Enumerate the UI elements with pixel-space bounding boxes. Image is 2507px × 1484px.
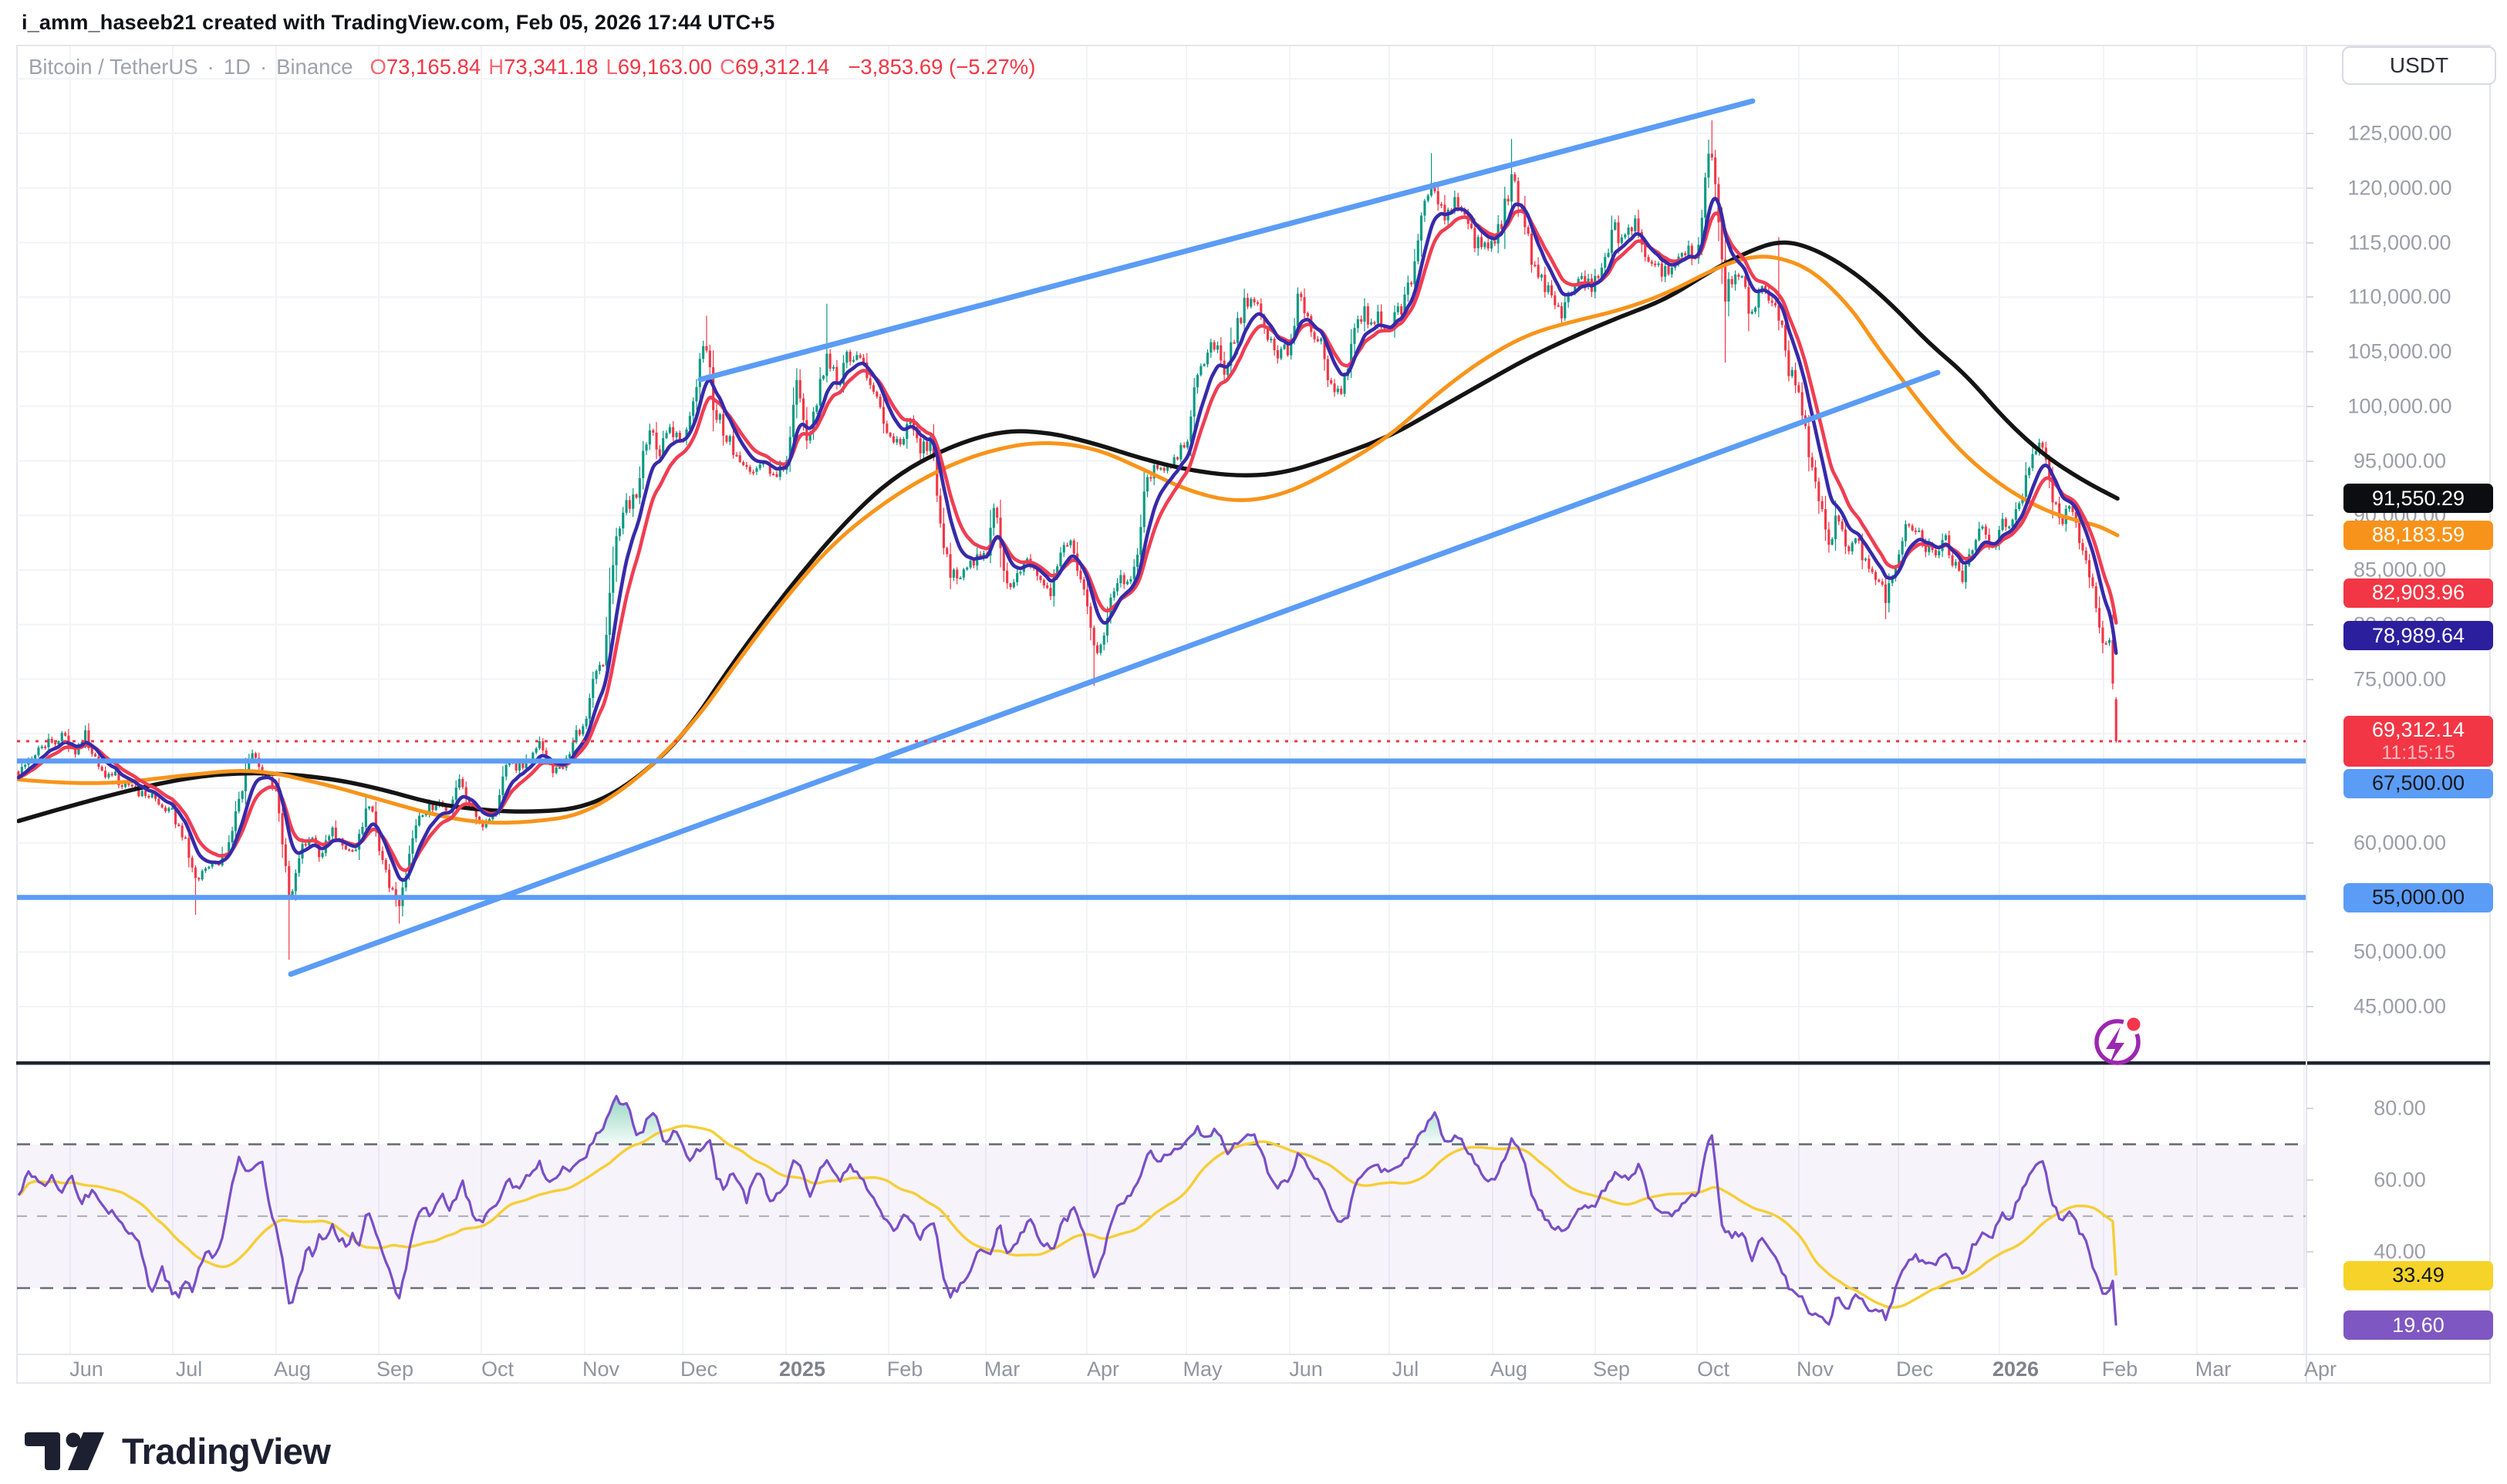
flash-events-button[interactable]	[2094, 1014, 2144, 1065]
rsi-tick: 40.00	[2374, 1239, 2426, 1263]
separator-dot: ·	[259, 55, 268, 79]
month-label: Apr	[2303, 1358, 2337, 1381]
price-tick: 85,000.00	[2353, 558, 2447, 582]
month-label: Feb	[2101, 1358, 2138, 1381]
price-tick: 45,000.00	[2353, 994, 2447, 1018]
drawn-lines[interactable]	[17, 98, 2306, 977]
price-tick: 115,000.00	[2348, 231, 2451, 254]
rsi-pane	[17, 1094, 2306, 1326]
rsi-tick: 60.00	[2374, 1168, 2426, 1192]
year-label: 2026	[1992, 1358, 2040, 1381]
month-label: Mar	[984, 1358, 1021, 1381]
price-label-badge: 55,000.00	[2343, 882, 2493, 912]
price-tick: 75,000.00	[2353, 667, 2447, 690]
ohlc-values: O73,165.84 H73,341.18 L69,163.00 C69,312.14	[363, 55, 830, 79]
year-label: 2025	[778, 1358, 826, 1381]
tradingview-logo-icon	[25, 1432, 104, 1470]
month-label: Mar	[2195, 1358, 2232, 1381]
price-label-badge: 67,500.00	[2343, 769, 2493, 798]
exchange-label: Binance	[276, 55, 353, 79]
price-label-badge: 88,183.59	[2343, 520, 2493, 550]
month-label: Oct	[481, 1358, 515, 1381]
month-label: Dec	[680, 1358, 718, 1381]
tradingview-logo[interactable]: TradingView	[25, 1430, 331, 1472]
tradingview-logo-text: TradingView	[122, 1431, 331, 1472]
price-label-badge: 91,550.29	[2343, 484, 2493, 514]
symbol-name[interactable]: Bitcoin / TetherUS	[29, 55, 198, 79]
month-label: Jul	[1392, 1358, 1419, 1381]
month-label: Nov	[582, 1358, 620, 1381]
ohlc-l: L69,163.00	[606, 55, 713, 79]
price-tick: 60,000.00	[2353, 831, 2447, 855]
chart-card	[16, 45, 2491, 1384]
rsi-value-badge: 19.60	[2343, 1310, 2493, 1341]
pane-separator[interactable]	[16, 1061, 2490, 1065]
price-tick: 50,000.00	[2353, 939, 2447, 963]
month-label: Sep	[1592, 1358, 1631, 1381]
ohlc-o: O73,165.84	[369, 55, 481, 79]
time-axis[interactable]: Jun Jul Aug Sep Oct Nov Dec 2025 Feb Mar Apr May Jun…	[16, 1355, 2337, 1384]
month-label: Nov	[1796, 1358, 1834, 1381]
month-label: Aug	[1490, 1358, 1528, 1381]
price-label-badge: 82,903.96	[2343, 578, 2493, 608]
price-tick: 120,000.00	[2347, 176, 2452, 200]
moving-averages	[17, 197, 2120, 882]
currency-button[interactable]: USDT	[2342, 46, 2496, 85]
month-label: Oct	[1696, 1358, 1730, 1381]
price-tick: 105,000.00	[2347, 339, 2452, 363]
month-label: Jul	[175, 1358, 203, 1381]
separator-dot: ·	[207, 55, 214, 79]
ohlc-c: C69,312.14	[720, 55, 830, 79]
rsi-tick: 80.00	[2374, 1096, 2426, 1120]
interval-label[interactable]: 1D	[223, 55, 251, 79]
symbol-bar: Bitcoin / TetherUS · 1D · Binance O73,16…	[29, 51, 1035, 83]
rsi-value-badge: 33.49	[2343, 1260, 2493, 1290]
month-label: Feb	[886, 1358, 923, 1381]
grid	[17, 46, 2306, 1354]
change-label: −3,853.69 (−5.27%)	[848, 55, 1036, 79]
month-label: Jun	[69, 1358, 103, 1381]
price-tick: 125,000.00	[2347, 121, 2452, 145]
month-label: Jun	[1289, 1358, 1323, 1381]
price-label-badge: 78,989.64	[2343, 621, 2493, 651]
price-tick: 100,000.00	[2347, 394, 2452, 418]
month-label: Apr	[1086, 1358, 1120, 1381]
attribution-text: i_amm_haseeb21 created with TradingView.…	[22, 11, 775, 34]
month-label: Dec	[1895, 1358, 1934, 1381]
price-tick: 110,000.00	[2348, 285, 2451, 309]
month-label: May	[1183, 1358, 1223, 1381]
price-tick: 95,000.00	[2353, 449, 2447, 472]
price-label-badge: 69,312.14 11:15:15	[2343, 715, 2493, 767]
card-borders	[16, 45, 2491, 1384]
month-label: Aug	[273, 1358, 312, 1381]
price-axis[interactable]: 125,000.00 120,000.00 115,000.00 110,000.00…	[2306, 45, 2493, 1354]
ohlc-h: H73,341.18	[488, 55, 599, 79]
month-label: Sep	[376, 1358, 414, 1381]
